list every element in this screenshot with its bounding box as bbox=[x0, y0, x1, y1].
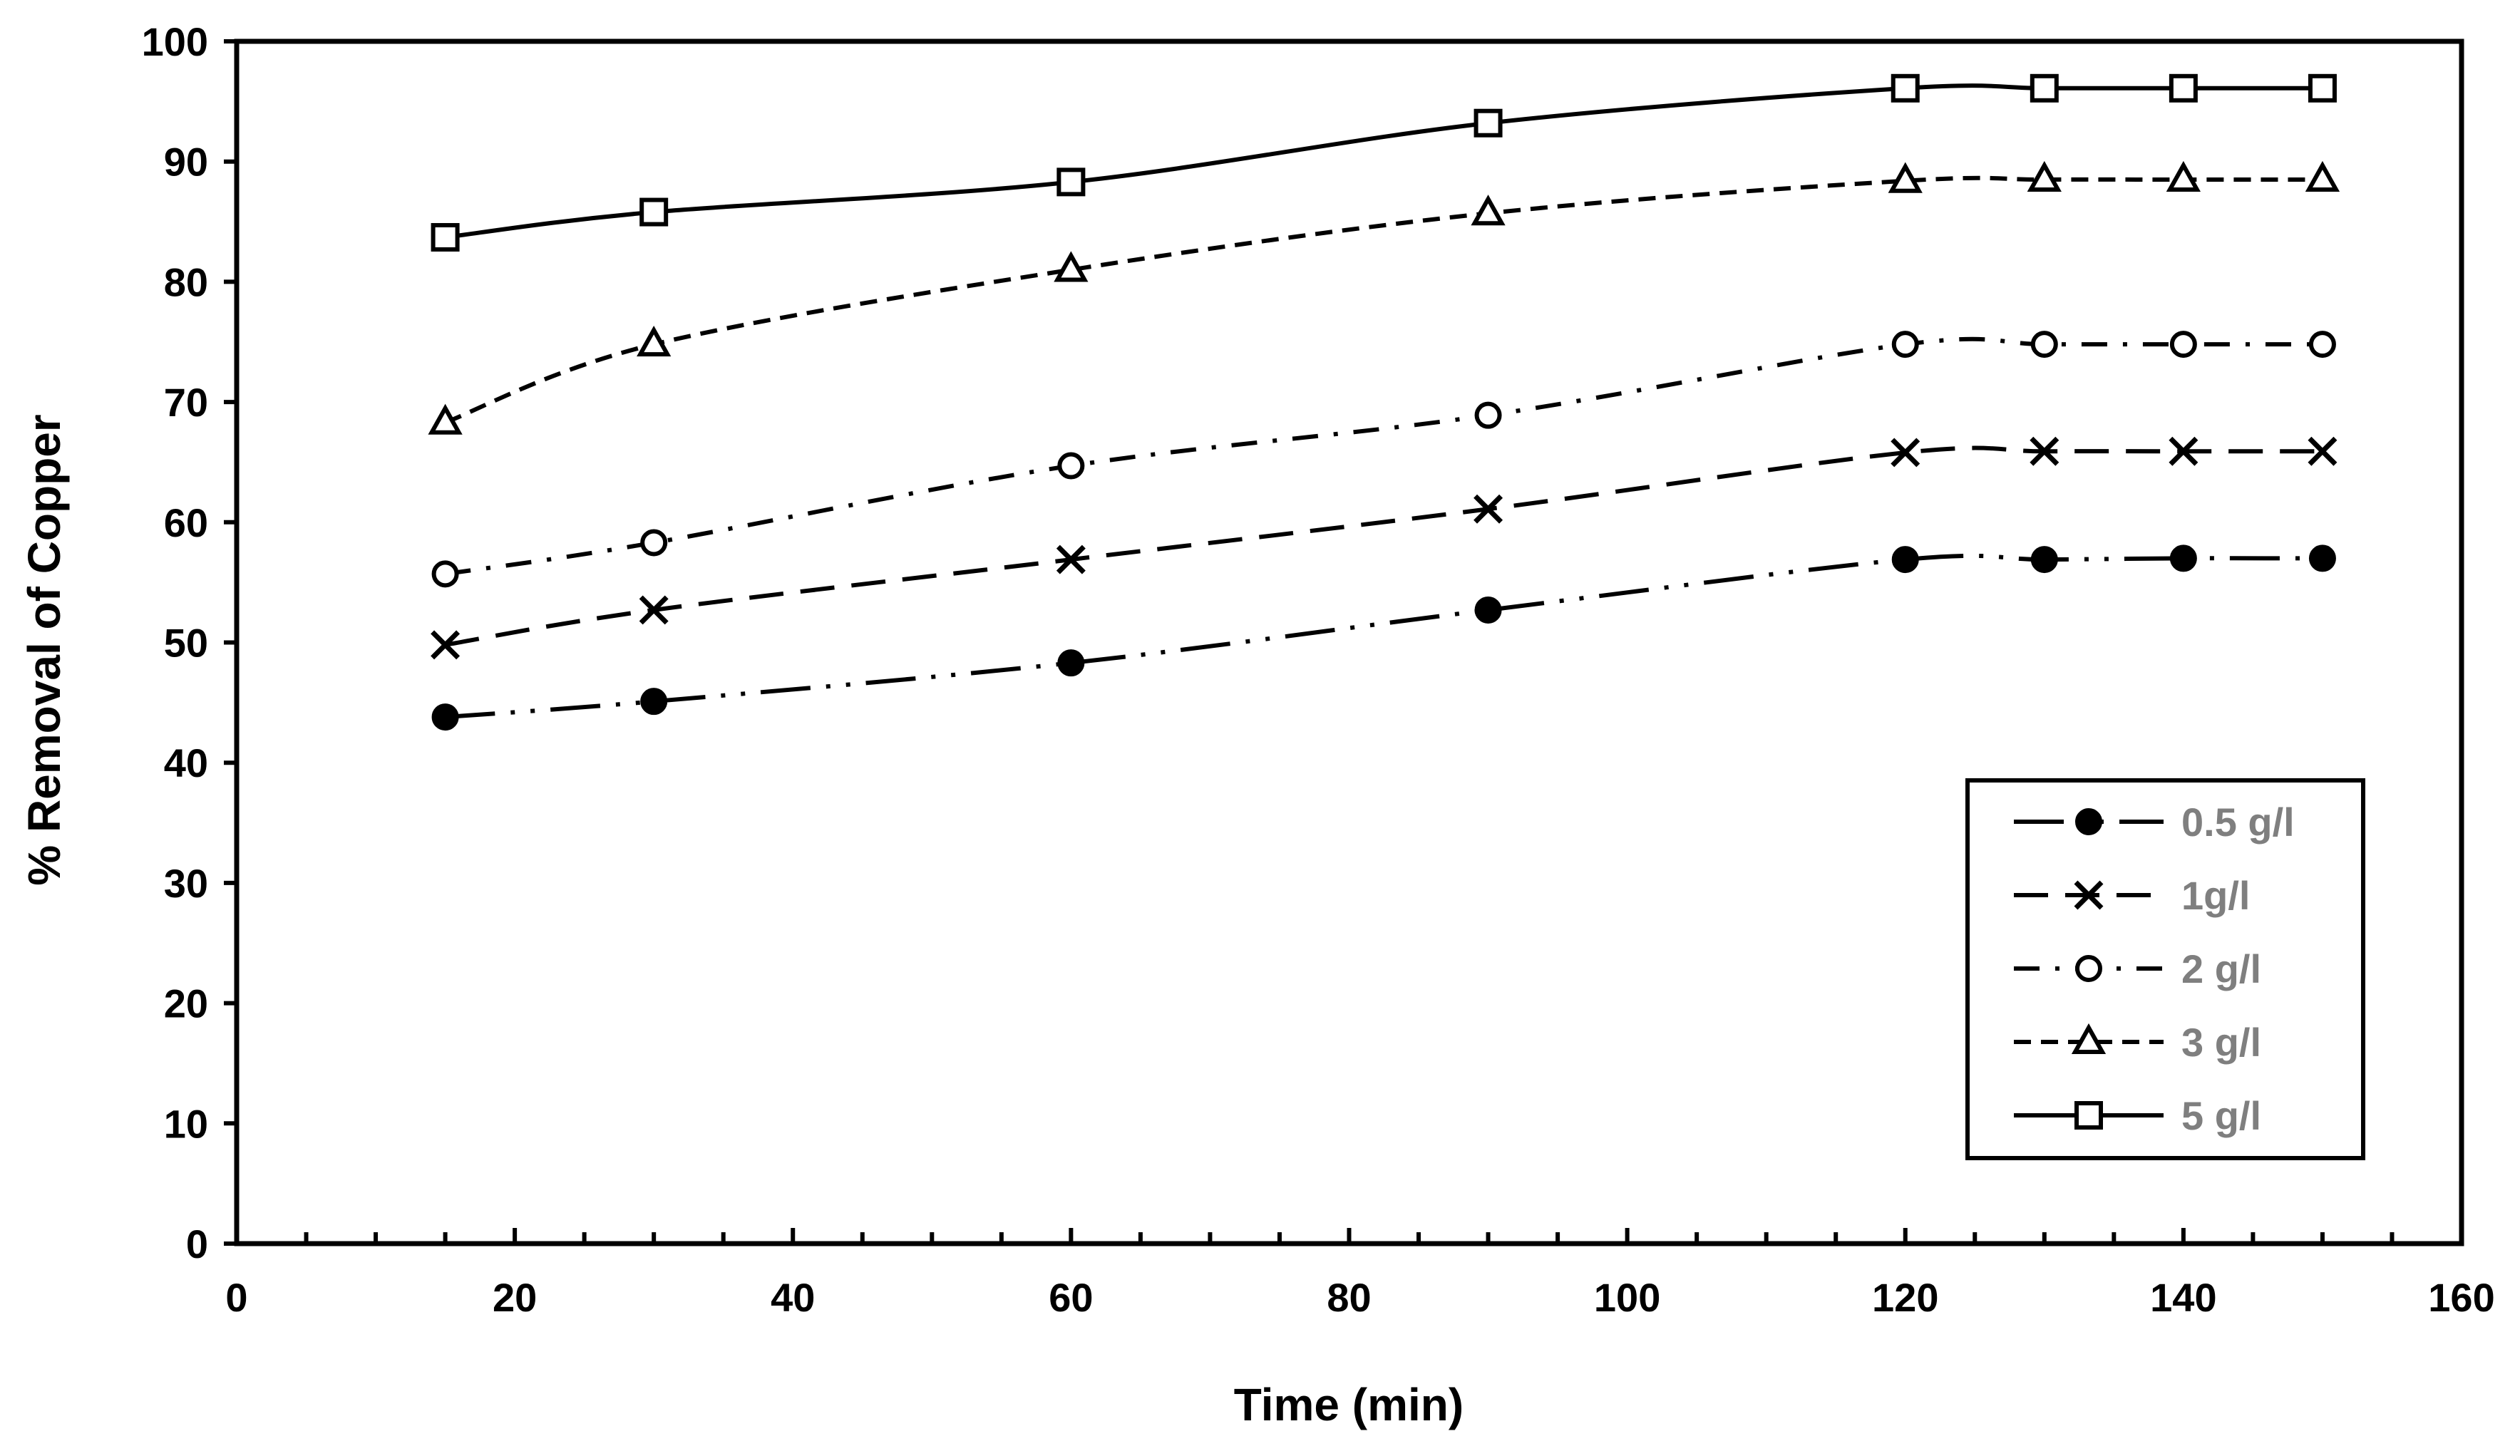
data-point-5-g-l bbox=[639, 197, 669, 227]
data-point-0-5-g-l bbox=[1474, 596, 1502, 624]
legend-label-3-g-l: 3 g/l bbox=[2181, 1020, 2261, 1065]
data-point-1g-l bbox=[2169, 436, 2198, 466]
series-0-5-g-l bbox=[431, 544, 2336, 731]
legend-label-0-5-g-l: 0.5 g/l bbox=[2181, 800, 2295, 845]
data-point-2-g-l bbox=[1891, 331, 1919, 358]
data-point-3-g-l bbox=[1888, 162, 1923, 193]
y-tick-label: 20 bbox=[164, 981, 208, 1026]
data-point-3-g-l bbox=[2166, 160, 2201, 192]
x-tick-label: 100 bbox=[1594, 1275, 1660, 1320]
data-point-5-g-l bbox=[1891, 73, 1920, 103]
data-point-0-5-g-l bbox=[2169, 544, 2197, 572]
x-tick-label: 40 bbox=[771, 1275, 815, 1320]
legend-marker-0-5-g-l bbox=[2075, 808, 2102, 835]
data-point-1g-l bbox=[1056, 544, 1086, 574]
x-tick-label: 140 bbox=[2150, 1275, 2216, 1320]
data-point-2-g-l bbox=[2030, 331, 2058, 358]
data-point-5-g-l bbox=[431, 222, 460, 252]
y-tick-label: 10 bbox=[164, 1101, 208, 1146]
legend-marker-1g-l bbox=[2074, 880, 2104, 910]
data-point-0-5-g-l bbox=[640, 688, 668, 716]
y-axis-title: % Removal of Copper bbox=[19, 414, 70, 885]
y-tick-label: 80 bbox=[164, 259, 208, 304]
series-1g-l bbox=[431, 436, 2338, 660]
x-axis-ticks: 0 20 40 60 80 100 120 140 160 bbox=[225, 1228, 2495, 1320]
data-point-1g-l bbox=[2308, 436, 2338, 466]
data-point-0-5-g-l bbox=[1057, 649, 1085, 677]
series-2-g-l bbox=[431, 331, 2336, 588]
y-axis-ticks: 0 10 20 30 40 50 60 70 80 90 100 bbox=[142, 19, 237, 1266]
data-point-1g-l bbox=[1891, 438, 1920, 468]
data-point-5-g-l bbox=[1474, 108, 1503, 138]
data-point-0-5-g-l bbox=[2030, 546, 2058, 574]
data-point-0-5-g-l bbox=[431, 703, 459, 731]
series-5-g-l bbox=[431, 73, 2337, 252]
x-tick-label: 120 bbox=[1872, 1275, 1938, 1320]
data-point-3-g-l bbox=[1054, 251, 1089, 282]
series-layer bbox=[428, 73, 2340, 731]
data-point-3-g-l bbox=[1471, 195, 1506, 226]
y-tick-label: 40 bbox=[164, 740, 208, 785]
x-tick-label: 60 bbox=[1049, 1275, 1093, 1320]
data-point-3-g-l bbox=[637, 325, 672, 357]
y-tick-label: 30 bbox=[164, 861, 208, 906]
data-point-3-g-l bbox=[428, 403, 463, 435]
data-point-2-g-l bbox=[2169, 331, 2197, 358]
y-tick-label: 0 bbox=[186, 1222, 208, 1266]
data-point-1g-l bbox=[2030, 436, 2059, 466]
x-tick-label: 20 bbox=[493, 1275, 537, 1320]
data-point-1g-l bbox=[639, 595, 669, 625]
x-tick-label: 160 bbox=[2428, 1275, 2494, 1320]
x-axis-title: Time (min) bbox=[1234, 1379, 1464, 1430]
data-point-2-g-l bbox=[2308, 331, 2336, 358]
y-tick-label: 70 bbox=[164, 380, 208, 425]
legend-marker-5-g-l bbox=[2074, 1101, 2103, 1130]
data-point-5-g-l bbox=[2030, 73, 2059, 103]
y-tick-label: 90 bbox=[164, 140, 208, 185]
data-point-5-g-l bbox=[2308, 73, 2337, 103]
data-point-2-g-l bbox=[431, 560, 459, 588]
data-point-5-g-l bbox=[1056, 167, 1086, 197]
data-point-0-5-g-l bbox=[2308, 544, 2336, 572]
data-point-5-g-l bbox=[2169, 73, 2198, 103]
data-point-1g-l bbox=[1474, 494, 1503, 524]
data-point-2-g-l bbox=[1057, 452, 1085, 480]
legend-label-5-g-l: 5 g/l bbox=[2181, 1093, 2261, 1138]
legend-marker-3-g-l bbox=[2071, 1023, 2107, 1054]
data-point-2-g-l bbox=[1474, 401, 1502, 429]
y-tick-label: 60 bbox=[164, 500, 208, 545]
data-point-0-5-g-l bbox=[1891, 546, 1919, 574]
data-point-3-g-l bbox=[2305, 160, 2340, 192]
legend-label-2-g-l: 2 g/l bbox=[2181, 946, 2261, 991]
series-3-g-l bbox=[428, 160, 2340, 435]
data-point-2-g-l bbox=[640, 529, 668, 557]
legend: 0.5 g/l 1g/l 2 g/l 3 g/l 5 g/l bbox=[1965, 778, 2365, 1160]
y-tick-label: 100 bbox=[142, 19, 208, 64]
data-point-1g-l bbox=[431, 630, 461, 660]
x-tick-label: 0 bbox=[225, 1275, 247, 1320]
data-point-3-g-l bbox=[2027, 160, 2062, 192]
x-tick-label: 80 bbox=[1327, 1275, 1371, 1320]
y-tick-label: 50 bbox=[164, 621, 208, 666]
legend-marker-2-g-l bbox=[2075, 955, 2102, 982]
legend-label-1g-l: 1g/l bbox=[2181, 873, 2250, 918]
